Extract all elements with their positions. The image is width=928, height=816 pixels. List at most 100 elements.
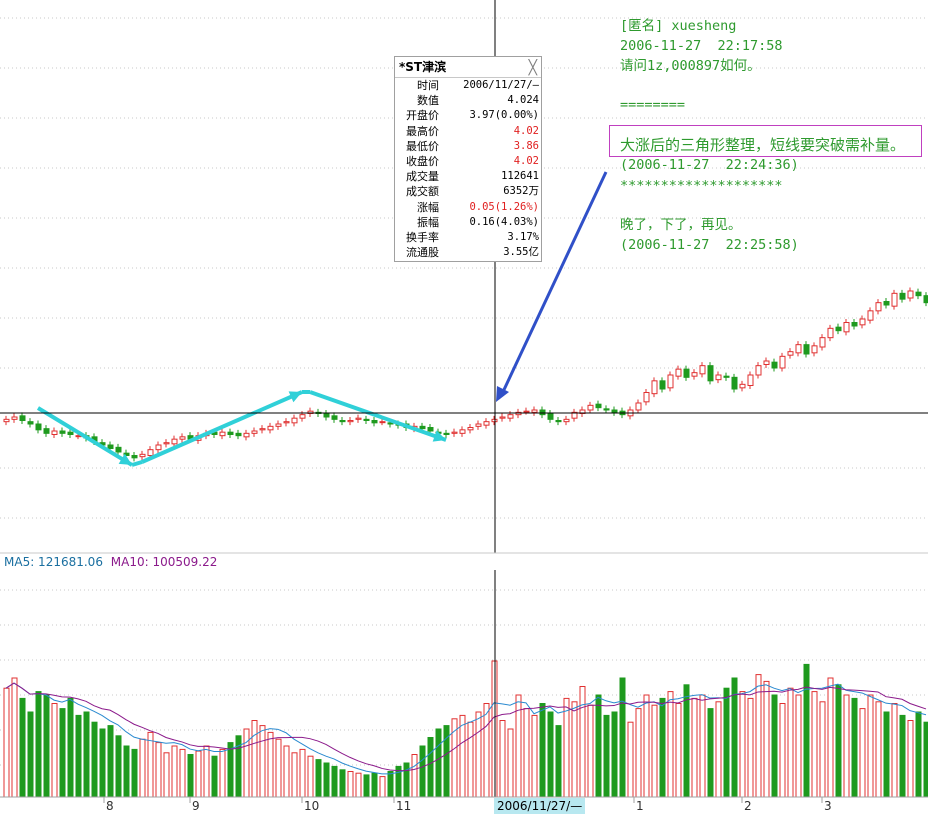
volume-bar — [195, 750, 202, 798]
volume-bar — [891, 703, 898, 798]
candle-body — [875, 302, 882, 312]
ma-legend: MA5: 121681.06 MA10: 100509.22 — [4, 555, 217, 569]
candle-body — [155, 444, 162, 451]
volume-bar — [571, 701, 578, 798]
volume-bar — [99, 728, 106, 798]
volume-bar — [419, 745, 426, 798]
volume-bar — [563, 697, 570, 798]
candle-body — [691, 372, 698, 377]
volume-bar — [611, 711, 618, 798]
candle-body — [563, 418, 570, 423]
candle-body — [379, 421, 386, 424]
candle-body — [675, 368, 682, 377]
popup-row: 流通股 3.55亿 — [395, 245, 541, 260]
ma10-line — [5, 682, 927, 772]
x-axis-label: 11 — [396, 799, 412, 813]
candle-body — [643, 392, 650, 403]
volume-bar — [555, 725, 562, 798]
candle-body — [179, 436, 186, 440]
candle-body — [227, 431, 234, 435]
volume-bar — [155, 742, 162, 798]
volume-bar — [275, 738, 282, 798]
volume-bar — [763, 680, 770, 798]
volume-bar — [283, 745, 290, 798]
candle-body — [923, 295, 928, 304]
popup-row-value: 4.024 — [507, 94, 539, 107]
candle-body — [139, 453, 146, 458]
popup-row-label: 成交量 — [406, 170, 439, 184]
popup-row-label: 时间 — [417, 79, 439, 92]
volume-bar — [851, 697, 858, 798]
volume-bar — [11, 677, 18, 798]
candle-body — [171, 438, 178, 445]
candle-body — [467, 427, 474, 431]
popup-row-value: 0.05(1.26%) — [469, 200, 539, 213]
popup-row: 换手率 3.17% — [395, 230, 541, 245]
cursor-date-label: 2006/11/27/— — [494, 798, 586, 814]
popup-row: 收盘价 4.02 — [395, 154, 541, 169]
candle-body — [115, 446, 122, 453]
volume-bar — [203, 745, 210, 798]
popup-row-label: 开盘价 — [406, 109, 439, 123]
candlestick-series — [3, 287, 928, 462]
candle-body — [427, 427, 434, 432]
x-axis-label: 9 — [192, 799, 200, 813]
popup-row: 时间 2006/11/27/— — [395, 78, 541, 93]
candle-body — [147, 449, 154, 456]
candle-body — [475, 423, 482, 427]
volume-bar — [531, 714, 538, 798]
comment-line: 晚了，下了，再见。 — [620, 217, 742, 233]
volume-bar — [291, 752, 298, 798]
volume-bar — [363, 774, 370, 798]
x-axis-ticks — [103, 797, 823, 803]
volume-bar — [219, 748, 226, 798]
volume-bar — [187, 754, 194, 798]
volume-bar — [123, 745, 130, 798]
volume-bar — [139, 738, 146, 798]
x-axis-label: 2 — [744, 799, 752, 813]
highlight-box — [609, 125, 922, 157]
trend-arrow-head — [118, 453, 132, 465]
volume-bar — [715, 701, 722, 798]
volume-bar — [371, 772, 378, 798]
popup-row-value: 3.97(0.00%) — [469, 109, 539, 122]
candle-body — [539, 409, 546, 416]
volume-bar — [307, 755, 314, 798]
volume-bar — [467, 721, 474, 798]
candle-body — [715, 374, 722, 381]
comment-line: (2006-11-27 22:24:36) — [620, 157, 799, 173]
ma5-line — [5, 682, 927, 775]
candle-body — [331, 415, 338, 420]
candle-body — [867, 310, 874, 321]
volume-bar — [427, 737, 434, 798]
candle-body — [819, 337, 826, 348]
candle-body — [3, 418, 10, 423]
volume-bar — [659, 697, 666, 798]
ma5-label: MA5: 121681.06 — [4, 555, 103, 569]
candle-body — [507, 414, 514, 419]
comment-line: 请问1z,000897如何。 — [620, 58, 761, 74]
volume-bar — [595, 694, 602, 798]
volume-bar — [323, 762, 330, 798]
candle-body — [355, 417, 362, 420]
volume-bars — [3, 660, 928, 798]
popup-row-label: 换手率 — [406, 230, 439, 244]
trend-arrow-line — [36, 406, 134, 467]
candle-body — [803, 344, 810, 355]
trend-arrow-line — [309, 390, 447, 442]
ma10-label: MA10: 100509.22 — [110, 555, 218, 569]
volume-bar — [787, 687, 794, 798]
quote-popup: *ST津滨 ╳ 时间 2006/11/27/— 数值 4.024 开盘价 3.97(0.0… — [394, 56, 542, 262]
popup-row: 振幅 0.16(4.03%) — [395, 215, 541, 230]
candle-body — [387, 422, 394, 425]
popup-row-label: 最低价 — [406, 139, 439, 153]
candle-body — [323, 413, 330, 418]
candle-body — [107, 444, 114, 449]
candle-body — [43, 428, 50, 434]
candle-body — [67, 431, 74, 435]
popup-row: 最低价 3.86 — [395, 139, 541, 154]
candle-body — [667, 374, 674, 389]
close-icon[interactable]: ╳ — [528, 60, 537, 76]
candle-body — [299, 414, 306, 419]
